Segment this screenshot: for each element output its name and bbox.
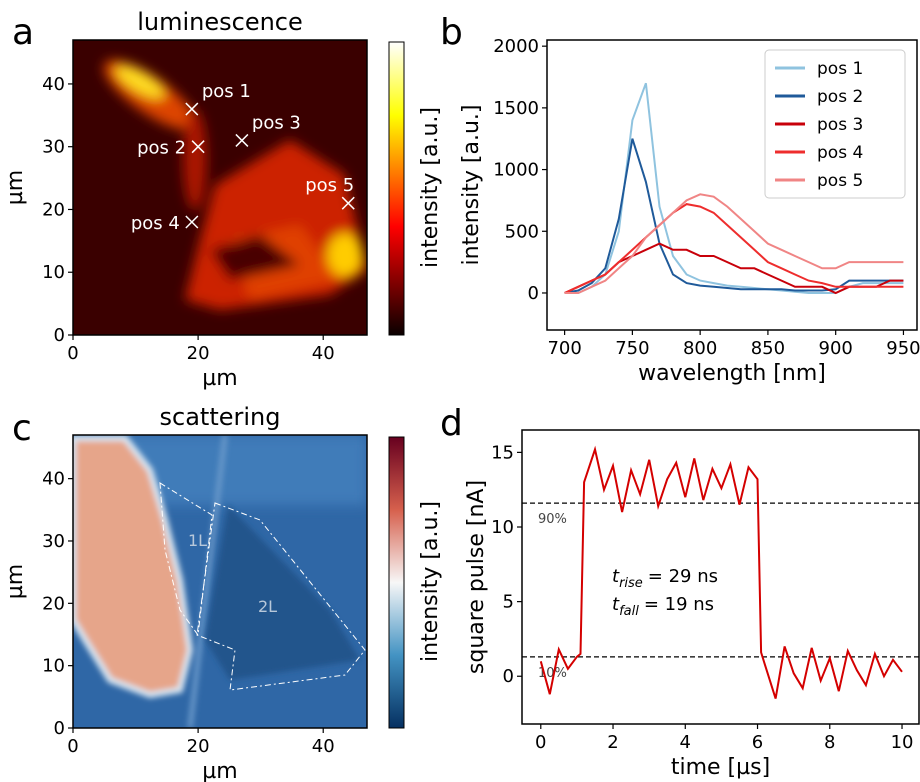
annotation: trise = 29 ns (612, 566, 718, 591)
annotation-text: = 29 ns (648, 566, 718, 587)
reference-label: 90% (538, 512, 567, 527)
colorbar (388, 41, 405, 336)
x-tick-label: 8 (824, 732, 835, 753)
y-tick-label: 500 (505, 221, 539, 242)
x-tick-label: 900 (819, 338, 853, 359)
x-tick-label: 4 (680, 732, 691, 753)
legend-label: pos 3 (817, 115, 863, 135)
panel-letter: b (440, 12, 463, 53)
point-label: pos 3 (252, 112, 301, 133)
y-tick-label: 40 (42, 74, 65, 95)
marker-stroke (235, 133, 249, 147)
annotation: tfall = 19 ns (612, 594, 714, 619)
colorbar-label: intensity [a.u.] (418, 501, 443, 662)
x-tick-label: 40 (312, 736, 335, 757)
marker-stroke (185, 102, 199, 116)
y-axis-label: µm (3, 170, 28, 205)
y-tick-label: 0 (528, 283, 539, 304)
annotation-symbol: t (612, 594, 620, 615)
colorbar-label: intensity [a.u.] (418, 107, 443, 268)
legend-label: pos 5 (817, 171, 863, 191)
series-line (564, 138, 904, 294)
point-label: pos 4 (131, 213, 180, 234)
chart-title: scattering (160, 403, 281, 431)
y-tick-label: 15 (491, 442, 514, 463)
annotation-symbol: t (612, 566, 620, 587)
x-tick-label: 800 (683, 338, 717, 359)
panel-letter: d (440, 403, 463, 444)
x-tick-label: 0 (535, 732, 546, 753)
y-tick-label: 2000 (493, 36, 539, 57)
point-marker (185, 215, 199, 229)
y-tick-label: 1500 (493, 98, 539, 119)
y-tick-label: 10 (491, 517, 514, 538)
x-tick-label: 10 (891, 732, 914, 753)
axes-frame (521, 429, 920, 725)
axes-frame (546, 39, 918, 331)
legend-label: pos 2 (817, 87, 863, 107)
y-tick-label: 0 (54, 325, 65, 346)
region-label: 1L (188, 531, 207, 550)
legend-box (764, 49, 906, 199)
x-tick-label: 20 (187, 343, 210, 364)
x-tick-label: 0 (67, 343, 78, 364)
x-tick-label: 750 (615, 338, 649, 359)
scattering-map: 1L 2L (73, 435, 367, 728)
annotation-subscript: fall (619, 604, 639, 619)
legend-label: pos 4 (817, 143, 863, 163)
colorbar (388, 436, 405, 729)
panel-letter: c (12, 408, 32, 449)
axes-frame (72, 39, 368, 336)
y-tick-label: 0 (54, 718, 65, 739)
x-axis-label: time [µs] (671, 755, 770, 780)
y-axis-label: square pulse [nA] (464, 480, 489, 674)
x-tick-label: 950 (886, 338, 920, 359)
luminescence-map (73, 40, 367, 335)
x-tick-label: 2 (607, 732, 618, 753)
x-tick-label: 20 (187, 736, 210, 757)
panel-letter: a (12, 12, 34, 53)
x-axis-label: µm (202, 759, 237, 782)
axes-frame (72, 434, 368, 729)
x-axis-label: µm (202, 366, 237, 391)
x-axis-label: wavelength [nm] (638, 361, 826, 386)
annotation-text: = 19 ns (644, 594, 714, 615)
y-tick-label: 30 (42, 531, 65, 552)
x-tick-label: 6 (752, 732, 763, 753)
series-line (564, 203, 904, 294)
annotation-subscript: rise (619, 576, 643, 591)
region-label: 2L (258, 597, 277, 616)
x-tick-label: 850 (751, 338, 785, 359)
series-line (564, 193, 904, 294)
y-tick-label: 5 (503, 592, 514, 613)
marker-stroke (341, 196, 355, 210)
point-marker (235, 133, 249, 147)
point-marker (341, 196, 355, 210)
point-label: pos 1 (202, 81, 251, 102)
y-tick-label: 30 (42, 137, 65, 158)
y-tick-label: 0 (503, 666, 514, 687)
y-tick-label: 10 (42, 262, 65, 283)
point-label: pos 2 (137, 138, 186, 159)
y-tick-label: 10 (42, 656, 65, 677)
y-tick-label: 1000 (493, 160, 539, 181)
x-tick-label: 0 (67, 736, 78, 757)
x-tick-label: 700 (547, 338, 581, 359)
chart-title: luminescence (137, 8, 303, 36)
y-tick-label: 20 (42, 593, 65, 614)
y-axis-label: intensity [a.u.] (459, 105, 484, 266)
point-marker (185, 102, 199, 116)
marker-stroke (191, 140, 205, 154)
point-label: pos 5 (305, 175, 354, 196)
point-marker (191, 140, 205, 154)
y-tick-label: 40 (42, 469, 65, 490)
marker-stroke (185, 215, 199, 229)
y-tick-label: 20 (42, 199, 65, 220)
legend-label: pos 1 (817, 59, 863, 79)
series-line (539, 445, 903, 699)
x-tick-label: 40 (312, 343, 335, 364)
y-axis-label: µm (3, 564, 28, 599)
